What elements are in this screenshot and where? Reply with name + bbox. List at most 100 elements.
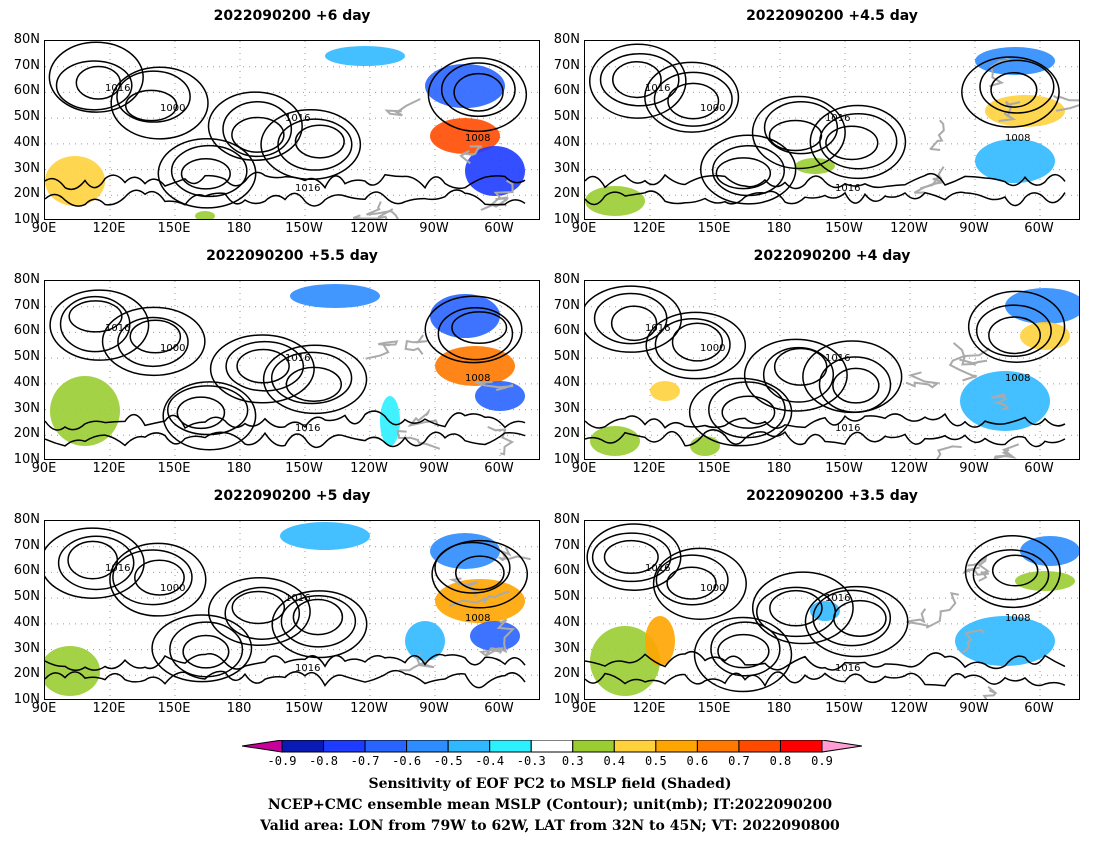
- sensitivity-shading: [195, 211, 215, 219]
- colorbar-tick-label: 0.9: [811, 754, 833, 768]
- lon-label: 90E: [31, 461, 57, 476]
- lon-label: 120W: [350, 461, 388, 476]
- mslp-contour: [225, 340, 305, 392]
- lon-label: 180: [766, 701, 792, 716]
- lat-label: 40N: [553, 374, 580, 390]
- mslp-contour: [451, 311, 508, 345]
- contour-label: 1008: [465, 133, 490, 144]
- contour-label: 1016: [835, 663, 860, 674]
- mslp-contour: [988, 316, 1041, 355]
- mslp-contour: [599, 53, 680, 107]
- lat-label: 20N: [13, 186, 40, 202]
- mslp-contour: [45, 410, 526, 431]
- sensitivity-shading: [470, 621, 520, 651]
- mslp-contour: [180, 157, 231, 190]
- lon-label: 180: [226, 221, 252, 236]
- coastline: [914, 445, 962, 459]
- mslp-contour: [431, 539, 529, 609]
- coastline: [993, 443, 1020, 459]
- mslp-contour: [169, 621, 244, 678]
- mslp-contour: [170, 144, 248, 198]
- mslp-contour: [67, 540, 119, 580]
- mslp-contour: [819, 112, 898, 170]
- contour-label: 1016: [835, 183, 860, 194]
- panel-title: 2022090200 +5 day: [213, 488, 371, 504]
- mslp-contour: [222, 101, 293, 158]
- lon-label: 90W: [419, 701, 449, 716]
- lat-label: 70N: [13, 57, 40, 73]
- lat-label: 10N: [553, 692, 580, 707]
- lon-label: 120E: [632, 221, 666, 236]
- mslp-contour: [207, 91, 303, 161]
- lat-label: 80N: [13, 32, 40, 47]
- mslp-contour: [437, 307, 514, 361]
- contour-label: 1016: [295, 423, 320, 434]
- coastline: [905, 371, 941, 389]
- mslp-contour: [591, 532, 672, 583]
- mslp-contour: [101, 306, 206, 377]
- mslp-contour: [693, 616, 793, 693]
- lat-label: 40N: [13, 134, 40, 150]
- colorbar-tick-label: -0.7: [350, 754, 380, 768]
- sensitivity-shading: [590, 626, 660, 696]
- lat-label: 20N: [553, 426, 580, 442]
- lat-label: 80N: [553, 272, 580, 287]
- mslp-contour: [585, 412, 1066, 429]
- mslp-contour: [48, 41, 144, 113]
- lon-label: 120E: [92, 701, 126, 716]
- coastline: [396, 430, 441, 450]
- sensitivity-shading: [645, 616, 675, 666]
- lat-label: 70N: [553, 57, 580, 73]
- mslp-contour: [833, 599, 887, 638]
- mslp-contour: [116, 70, 191, 123]
- colorbar-tick-label: 0.6: [686, 754, 709, 768]
- lat-label: 10N: [13, 452, 40, 467]
- mslp-contour: [802, 340, 903, 414]
- mslp-contour: [277, 118, 353, 171]
- mslp-contour: [812, 589, 892, 647]
- colorbar-swatch: [406, 740, 449, 753]
- mslp-contour: [75, 65, 122, 100]
- contour-label: 1016: [835, 423, 860, 434]
- mslp-contour: [166, 385, 249, 436]
- contour-label: 1000: [700, 583, 725, 594]
- contour-label: 1016: [105, 83, 130, 94]
- lat-label: 20N: [553, 186, 580, 202]
- mslp-contour: [751, 95, 846, 170]
- lon-label: 180: [226, 461, 252, 476]
- lon-label: 180: [766, 461, 792, 476]
- lon-label: 150W: [825, 701, 863, 716]
- lat-label: 80N: [553, 32, 580, 47]
- coastline: [399, 653, 435, 672]
- mslp-contour: [112, 549, 193, 606]
- sensitivity-shading: [45, 156, 105, 206]
- lon-label: 120W: [890, 221, 928, 236]
- lon-label: 120E: [92, 221, 126, 236]
- mslp-contour: [688, 377, 793, 447]
- colorbar-swatch: [323, 740, 366, 753]
- map-plot: 1016 1000 1016 1008 1016: [44, 40, 540, 220]
- mslp-contour: [117, 316, 189, 368]
- mslp-contour: [667, 82, 720, 120]
- lat-label: 60N: [553, 83, 580, 99]
- lon-label: 120E: [632, 461, 666, 476]
- mslp-contour: [45, 171, 526, 191]
- sensitivity-shading: [1005, 288, 1079, 324]
- sensitivity-shading: [280, 522, 370, 550]
- colorbar-swatch: [530, 740, 574, 753]
- lon-label: 60W: [484, 461, 514, 476]
- lat-label: 30N: [13, 160, 40, 176]
- lon-label: 180: [226, 701, 252, 716]
- mslp-contour: [715, 157, 772, 190]
- lon-label: 60W: [1024, 701, 1054, 716]
- lon-label: 150W: [285, 461, 323, 476]
- contour-label: 1016: [105, 323, 130, 334]
- lon-label: 90E: [571, 221, 597, 236]
- caption-line-3: Valid area: LON from 79W to 62W, LAT fro…: [260, 818, 840, 834]
- contour-label: 1008: [465, 373, 490, 384]
- mslp-contour: [710, 621, 781, 677]
- lon-label: 150W: [825, 221, 863, 236]
- coastline: [474, 381, 514, 391]
- mslp-contour: [610, 305, 658, 342]
- colorbar-swatch: [655, 740, 698, 753]
